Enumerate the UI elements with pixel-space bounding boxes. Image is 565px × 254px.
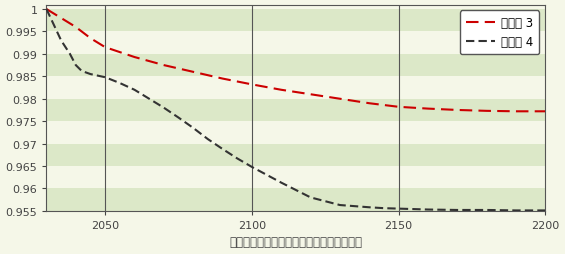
Bar [46,10,545,32]
Bar [46,189,545,211]
Bar [46,77,545,99]
Bar [46,99,545,122]
Bar [46,32,545,55]
Legend: ケース 3, ケース 4: ケース 3, ケース 4 [460,11,540,55]
X-axis label: 賃金の推移を対ベースラインケースで表示: 賃金の推移を対ベースラインケースで表示 [229,235,362,248]
Bar [46,55,545,77]
Bar [46,144,545,166]
Bar [46,122,545,144]
Bar [46,166,545,189]
